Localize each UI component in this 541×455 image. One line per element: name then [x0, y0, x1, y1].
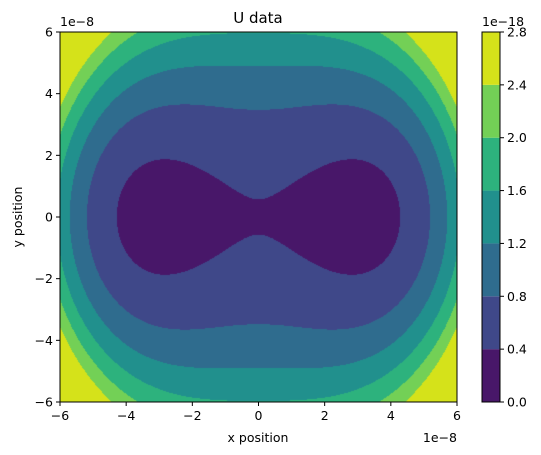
y-tick-label: −6: [35, 395, 53, 410]
colorbar-tick-label: 0.8: [507, 289, 527, 304]
colorbar-ticks: 0.0 0.4 0.8 1.2 1.6 2.0 2.4 2.8: [500, 25, 527, 410]
x-tick-label: −6: [51, 408, 69, 423]
y-tick-label: 4: [45, 86, 53, 101]
colorbar-tick-label: 0.4: [507, 342, 527, 357]
x-axis-label: x position: [228, 430, 289, 445]
x-tick-label: 6: [453, 408, 461, 423]
y-tick-label: 0: [45, 210, 53, 225]
colorbar-frame: [481, 31, 501, 403]
x-tick-label: 4: [387, 408, 395, 423]
y-tick-label: −2: [35, 271, 53, 286]
colorbar-band: [482, 243, 500, 297]
plot-area: [59, 31, 458, 403]
x-tick-label: 2: [321, 408, 329, 423]
y-axis-label: y position: [10, 187, 25, 248]
x-tick-label: −2: [183, 408, 201, 423]
y-axis-ticks: −6 −4 −2 0 2 4 6: [35, 25, 60, 410]
x-tick-label: −4: [117, 408, 135, 423]
y-offset-text: 1e−8: [60, 14, 94, 29]
y-tick-label: −4: [35, 333, 53, 348]
colorbar-tick-label: 0.0: [507, 395, 527, 410]
colorbar: [482, 32, 500, 402]
x-tick-label: 0: [255, 408, 263, 423]
colorbar-band: [482, 84, 500, 138]
colorbar-band: [482, 296, 500, 350]
colorbar-tick-label: 2.4: [507, 77, 527, 92]
colorbar-band: [482, 137, 500, 191]
colorbar-tick-label: 2.0: [507, 130, 527, 145]
contour-fill: [60, 32, 457, 402]
colorbar-offset-text: 1e−18: [482, 14, 524, 29]
colorbar-band: [482, 190, 500, 244]
colorbar-band: [482, 349, 500, 402]
colorbar-tick-label: 1.6: [507, 183, 527, 198]
x-axis-ticks: −6 −4 −2 0 2 4 6: [51, 402, 461, 423]
y-tick-label: 2: [45, 148, 53, 163]
colorbar-band: [482, 32, 500, 85]
colorbar-tick-label: 2.8: [507, 25, 527, 40]
chart-title: U data: [233, 9, 283, 27]
colorbar-tick-label: 1.2: [507, 236, 527, 251]
y-tick-label: 6: [45, 25, 53, 40]
x-offset-text: 1e−8: [423, 430, 457, 445]
